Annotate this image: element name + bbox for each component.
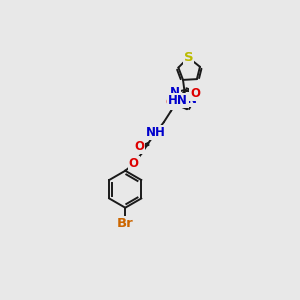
Text: O: O xyxy=(190,87,200,100)
Text: Br: Br xyxy=(117,217,134,230)
Text: N: N xyxy=(187,93,197,106)
Text: NH: NH xyxy=(146,126,166,139)
Text: O: O xyxy=(129,157,139,170)
Text: O: O xyxy=(166,96,176,109)
Text: HN: HN xyxy=(168,94,188,107)
Text: N: N xyxy=(170,86,180,99)
Text: S: S xyxy=(184,51,193,64)
Text: O: O xyxy=(134,140,144,153)
